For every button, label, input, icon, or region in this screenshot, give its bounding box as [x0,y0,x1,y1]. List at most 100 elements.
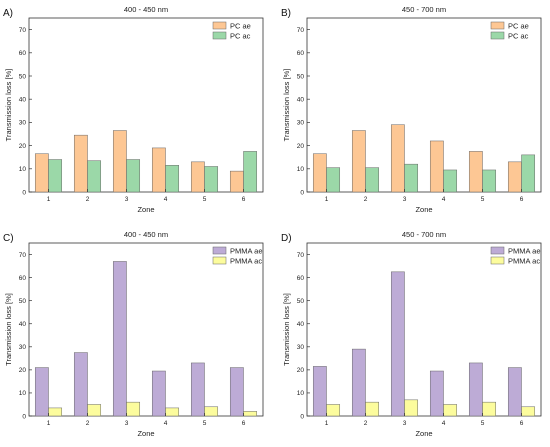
y-tick-label: 30 [297,344,305,351]
bar-pc-ac-zone-3 [404,163,419,193]
bar-pmma-ac-zone-4 [443,404,458,417]
bar-pmma-ae-zone-3 [390,271,405,417]
x-tick-label: 6 [242,420,246,427]
bar-pc-ae-zone-3 [390,124,405,193]
x-tick-label: 6 [242,196,246,203]
legend-label: PC ac [508,31,529,40]
x-axis-label: Zone [137,429,154,438]
panel-label: B) [281,8,291,19]
y-tick-label: 50 [19,298,27,305]
x-tick-label: 6 [520,196,524,203]
bar-pmma-ae-zone-2 [73,352,88,417]
bar-pc-ac-zone-4 [443,169,458,193]
x-tick-label: 1 [325,196,329,203]
bar-pc-ae-zone-4 [429,140,444,193]
bar-pc-ae-zone-1 [34,153,49,193]
x-tick-label: 2 [364,420,368,427]
legend-swatch [490,31,505,40]
y-tick-label: 30 [297,120,305,127]
y-tick-label: 10 [19,166,27,173]
bar-pmma-ac-zone-6 [243,411,258,417]
y-tick-label: 30 [19,120,27,127]
y-tick-label: 50 [297,73,305,80]
y-tick-label: 50 [297,298,305,305]
x-axis-label: Zone [415,205,432,214]
bar-pmma-ac-zone-1 [48,407,63,417]
y-tick-label: 0 [300,413,304,420]
y-tick-label: 40 [297,321,305,328]
legend-swatch [212,256,227,265]
bar-pc-ac-zone-2 [87,160,102,193]
bar-pc-ac-zone-5 [204,166,219,193]
x-tick-label: 5 [203,420,207,427]
bar-pmma-ae-zone-6 [507,367,522,417]
chart-title: 400 - 450 nm [124,5,168,14]
y-axis-label: Transmission loss [%] [4,293,13,366]
plot-frame [306,242,542,417]
y-tick-label: 60 [19,50,27,57]
y-tick-label: 0 [300,189,304,196]
bar-pc-ae-zone-1 [312,153,327,193]
bar-pc-ae-zone-3 [112,130,127,193]
legend-swatch [490,256,505,265]
bar-pc-ac-zone-3 [126,159,141,193]
bar-pc-ac-zone-2 [365,167,380,193]
x-axis-label: Zone [415,429,432,438]
x-tick-label: 5 [203,196,207,203]
bar-pc-ae-zone-2 [73,134,88,193]
bar-pmma-ac-zone-5 [204,406,219,417]
legend-label: PC ae [230,21,251,30]
legend-label: PC ae [508,21,529,30]
y-tick-label: 10 [19,390,27,397]
bar-pc-ac-zone-6 [521,154,536,193]
bar-pmma-ae-zone-5 [468,362,483,417]
legend-swatch [490,21,505,30]
y-tick-label: 20 [297,367,305,374]
legend-swatch [212,21,227,30]
legend-label: PMMA ac [508,256,540,265]
bar-pmma-ae-zone-2 [351,348,366,417]
bar-pmma-ae-zone-5 [190,362,205,417]
chart-panel-4: D) 450 - 700 nm 0 10 20 30 40 50 60 70 Transmissio… [281,230,542,438]
x-tick-label: 1 [325,420,329,427]
x-axis-label: Zone [137,205,154,214]
y-tick-label: 10 [297,166,305,173]
chart-panel-1: A) 400 - 450 nm 0 10 20 30 40 50 60 70 Transmissio… [3,5,264,214]
x-tick-label: 4 [442,420,446,427]
x-tick-label: 4 [442,196,446,203]
panel-label: A) [3,8,13,19]
bar-pc-ac-zone-1 [48,159,63,193]
bar-pmma-ac-zone-6 [521,406,536,417]
chart-title: 400 - 450 nm [124,230,168,239]
x-tick-label: 3 [125,420,129,427]
y-tick-label: 10 [297,390,305,397]
legend-label: PMMA ae [230,246,263,255]
legend-swatch [212,31,227,40]
y-tick-label: 50 [19,73,27,80]
bar-pc-ae-zone-2 [351,130,366,193]
y-tick-label: 20 [19,143,27,150]
bar-pmma-ac-zone-2 [87,404,102,417]
x-tick-label: 1 [47,420,51,427]
chart-title: 450 - 700 nm [402,230,446,239]
y-axis-label: Transmission loss [%] [4,69,13,142]
y-tick-label: 20 [19,367,27,374]
y-tick-label: 70 [297,27,305,34]
x-tick-label: 2 [86,420,90,427]
bar-pc-ae-zone-5 [468,151,483,193]
bar-pmma-ae-zone-1 [312,366,327,417]
legend-label: PC ac [230,31,251,40]
bar-pc-ae-zone-5 [190,161,205,193]
plot-frame [28,242,264,417]
legend-swatch [490,246,505,255]
y-tick-label: 60 [19,275,27,282]
chart-title: 450 - 700 nm [402,5,446,14]
bar-pmma-ac-zone-1 [326,404,341,417]
bar-pc-ae-zone-6 [229,170,244,193]
